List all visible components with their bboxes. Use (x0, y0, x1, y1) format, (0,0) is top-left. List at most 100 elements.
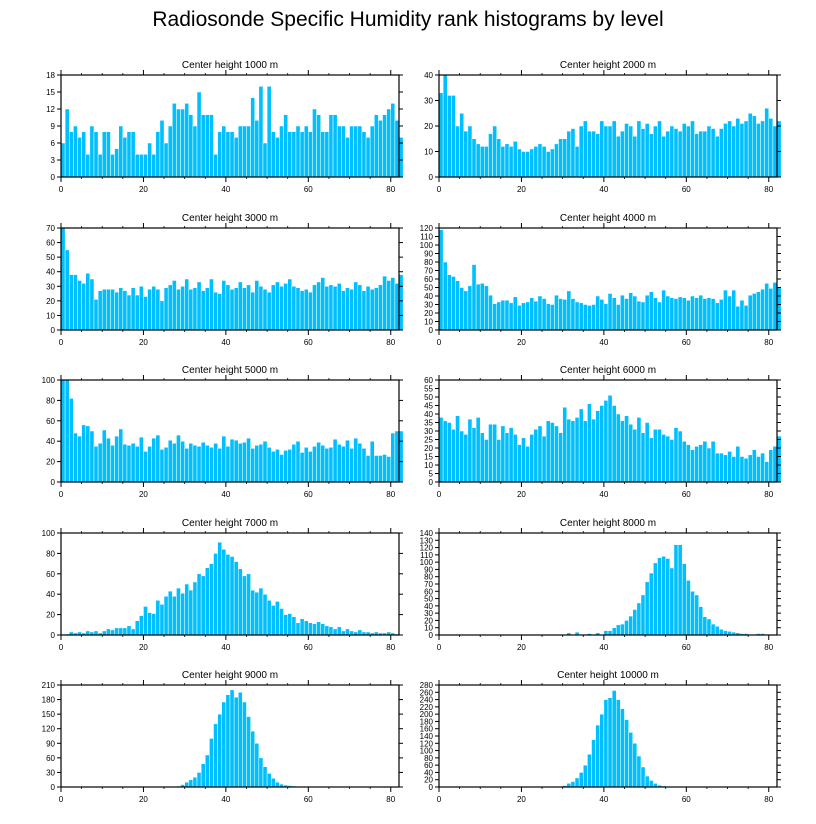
histogram-bar (394, 430, 400, 483)
y-tick-label: 140 (420, 732, 434, 741)
histogram-bar (752, 449, 757, 483)
y-tick-label: 20 (424, 616, 433, 625)
histogram-bar (303, 288, 309, 331)
y-tick-label: 0 (51, 783, 56, 792)
histogram-bar (681, 440, 687, 483)
histogram-bar (217, 713, 223, 788)
histogram-bar (233, 696, 239, 788)
histogram-bar (353, 437, 359, 483)
histogram-bar (570, 420, 576, 483)
histogram-bar (81, 283, 86, 331)
x-tick-label: 20 (139, 490, 148, 499)
histogram-bar (89, 430, 95, 483)
histogram-bar (566, 130, 572, 178)
histogram-bar (279, 125, 284, 178)
y-tick-label: 120 (420, 544, 434, 553)
y-tick-label: 280 (420, 681, 434, 690)
histogram-bar (681, 563, 687, 636)
histogram-bar (316, 281, 321, 331)
histogram-bar (299, 131, 305, 178)
x-tick-label: 20 (139, 643, 148, 652)
histogram-bar (205, 567, 210, 636)
y-tick-label: 50 (46, 253, 55, 262)
histogram-bar (378, 284, 383, 331)
histogram-bar (636, 417, 642, 483)
histogram-bar (723, 289, 728, 331)
histogram-bar (320, 277, 326, 331)
histogram-bar (266, 86, 272, 178)
histogram-bar (632, 295, 638, 331)
histogram-bar (188, 288, 194, 331)
y-tick-label: 50 (424, 284, 433, 293)
y-tick-label: 200 (420, 710, 434, 719)
histogram-bar (295, 287, 301, 331)
histogram-bar (143, 606, 148, 636)
histogram-bar (756, 291, 761, 331)
histogram-bar (155, 131, 161, 178)
histogram-panel: Center height 7000 m 0 20 40 60 80 100 0 20 40 60 8… (42, 518, 403, 652)
y-tick-label: 20 (424, 309, 433, 318)
y-tick-label: 60 (424, 275, 433, 284)
histogram-bar (574, 301, 580, 331)
x-tick-label: 80 (764, 185, 773, 194)
histogram-bar (85, 630, 91, 636)
histogram-bar (118, 428, 124, 483)
histogram-bar (205, 754, 210, 788)
histogram-bar (275, 449, 280, 483)
y-tick-label: 30 (424, 609, 433, 618)
histogram-bar (382, 275, 387, 331)
histogram-bar (574, 146, 580, 178)
histogram-bar (64, 108, 70, 178)
histogram-bar (378, 455, 383, 483)
histogram-bar (723, 630, 728, 636)
histogram-bar (308, 622, 313, 636)
y-tick-label: 6 (51, 139, 56, 148)
histogram-bar (760, 120, 765, 178)
histogram-bar (200, 290, 206, 331)
histogram-bar (209, 738, 214, 788)
x-tick-label: 80 (386, 643, 395, 652)
histogram-bar (291, 131, 297, 178)
histogram-bar (632, 429, 638, 483)
histogram-bar (126, 625, 132, 636)
histogram-bar (122, 444, 128, 483)
histogram-bar (270, 131, 276, 178)
histogram-bar (126, 445, 132, 483)
y-tick-label: 30 (424, 427, 433, 436)
histogram-bar (159, 300, 165, 331)
y-tick-label: 30 (424, 97, 433, 106)
histogram-bar (295, 440, 301, 483)
histogram-bar (332, 438, 338, 483)
histogram-bar (677, 130, 683, 178)
histogram-bar (463, 130, 469, 178)
histogram-bar (361, 131, 367, 178)
histogram-bar (661, 434, 666, 483)
y-tick-label: 140 (420, 529, 434, 538)
histogram-bar (163, 287, 169, 331)
histogram-bar (250, 97, 255, 178)
histogram-bar (209, 563, 214, 636)
histogram-bar (595, 410, 601, 483)
histogram-bar (603, 400, 609, 483)
histogram-bar (768, 288, 774, 331)
histogram-bar (336, 444, 342, 483)
histogram-bar (624, 415, 629, 483)
histogram-bar (508, 146, 514, 178)
histogram-bar (554, 425, 559, 483)
y-tick-label: 110 (420, 233, 433, 242)
histogram-bar (776, 435, 782, 483)
y-tick-label: 20 (46, 611, 55, 620)
histogram-bar (77, 435, 82, 483)
histogram-bar (134, 154, 140, 178)
histogram-bar (640, 128, 646, 178)
histogram-bar (349, 448, 354, 483)
histogram-bar (85, 154, 91, 178)
histogram-bar (81, 131, 86, 178)
histogram-bar (328, 114, 334, 178)
y-tick-label: 40 (46, 268, 55, 277)
histogram-bar (291, 444, 297, 483)
histogram-bar (229, 131, 235, 178)
x-tick-label: 0 (437, 795, 442, 804)
histogram-bar (747, 113, 753, 178)
histogram-bar (636, 300, 642, 331)
